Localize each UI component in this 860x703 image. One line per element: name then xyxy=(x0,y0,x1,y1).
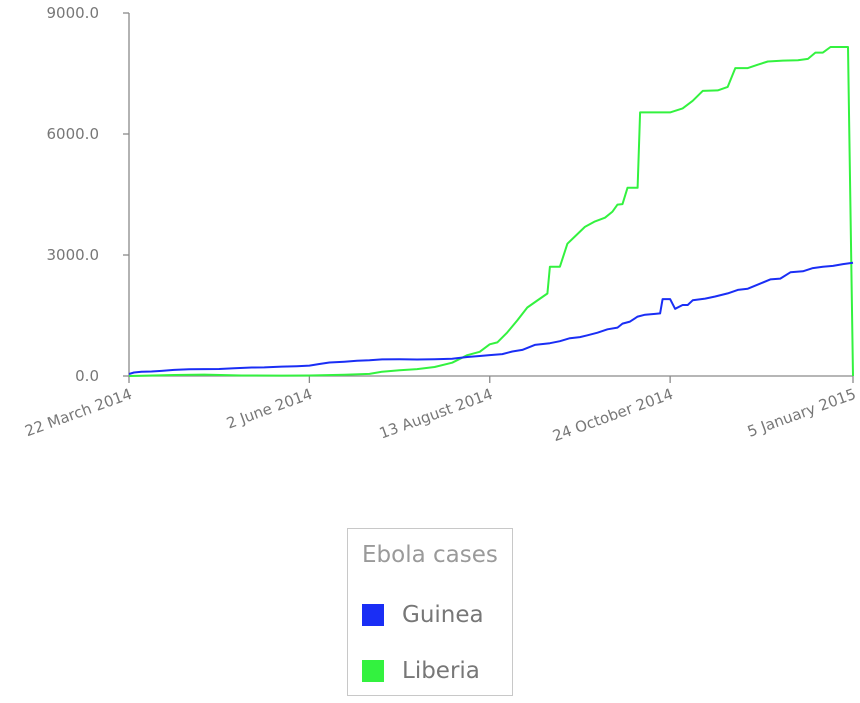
legend-label-guinea: Guinea xyxy=(402,602,484,628)
series-line-guinea xyxy=(128,261,854,375)
x-tick-label: 24 October 2014 xyxy=(550,385,675,445)
y-axis: 0.0 3000.0 6000.0 9000.0 xyxy=(47,4,130,385)
x-tick-label: 13 August 2014 xyxy=(377,385,495,443)
y-tick-label: 6000.0 xyxy=(47,125,100,143)
x-tick-label: 5 January 2015 xyxy=(745,385,858,441)
series-group xyxy=(128,46,854,377)
y-tick-label: 9000.0 xyxy=(47,4,100,22)
x-axis: 22 March 2014 2 June 2014 13 August 2014 24… xyxy=(22,375,858,445)
legend-title: Ebola cases xyxy=(362,542,498,568)
legend-label-liberia: Liberia xyxy=(402,658,480,684)
legend: Ebola cases Guinea Liberia xyxy=(347,528,513,696)
x-tick-label: 2 June 2014 xyxy=(224,385,315,433)
y-tick-label: 0.0 xyxy=(75,367,99,385)
legend-swatch-liberia xyxy=(362,660,384,682)
legend-item-liberia[interactable]: Liberia xyxy=(362,657,480,685)
legend-swatch-guinea xyxy=(362,604,384,626)
y-tick-label: 3000.0 xyxy=(47,246,100,264)
legend-item-guinea[interactable]: Guinea xyxy=(362,601,484,629)
series-line-liberia xyxy=(128,46,854,377)
x-tick-label: 22 March 2014 xyxy=(22,385,134,440)
chart: 0.0 3000.0 6000.0 9000.0 22 March 2014 2 Jun… xyxy=(22,4,858,445)
